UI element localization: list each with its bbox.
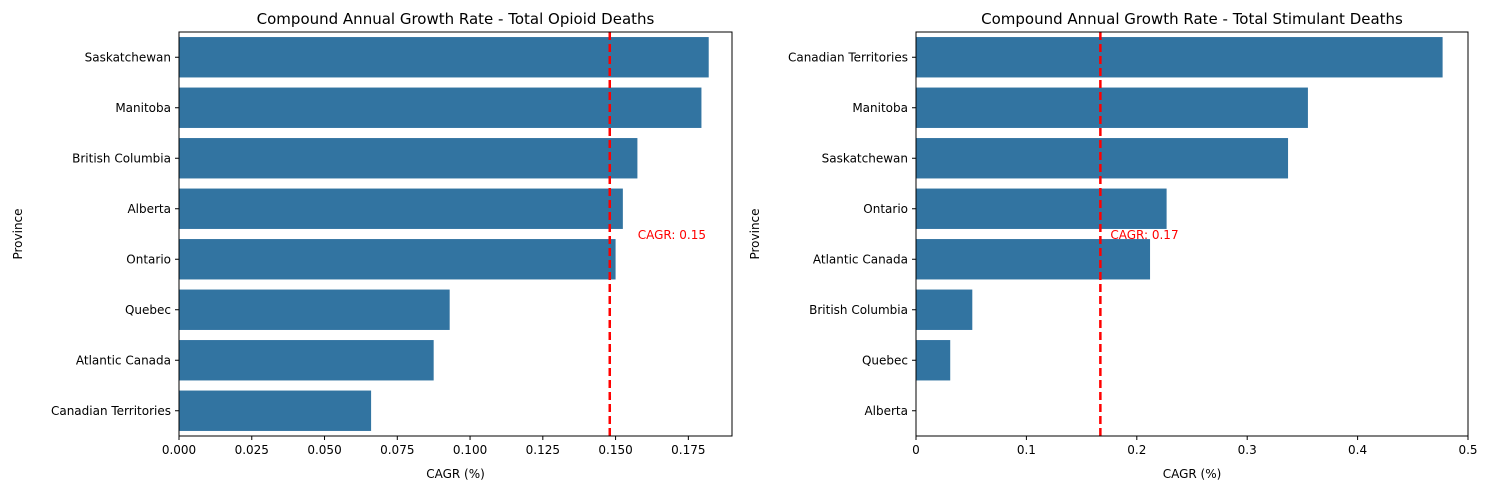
x-tick-label: 0.5	[1458, 443, 1477, 457]
x-tick-label: 0.050	[307, 443, 341, 457]
y-tick-label: Canadian Territories	[788, 50, 908, 64]
bar-ontario	[916, 188, 1167, 229]
x-tick-label: 0.150	[598, 443, 632, 457]
chart-title: Compound Annual Growth Rate - Total Opio…	[257, 10, 655, 28]
y-tick-label: Ontario	[126, 252, 171, 266]
bar-canadian-territories	[179, 390, 372, 431]
y-tick-label: Quebec	[125, 303, 171, 317]
y-tick-label: Manitoba	[852, 101, 908, 115]
y-tick-label: British Columbia	[72, 151, 171, 165]
bar-manitoba	[179, 87, 702, 128]
x-tick-label: 0.000	[162, 443, 196, 457]
x-tick-label: 0.025	[235, 443, 269, 457]
y-tick-label: Saskatchewan	[822, 151, 908, 165]
bar-alberta	[179, 188, 623, 229]
y-tick-label: Ontario	[863, 202, 908, 216]
chart-title: Compound Annual Growth Rate - Total Stim…	[981, 10, 1403, 28]
bar-atlantic-canada	[179, 340, 434, 381]
x-tick-label: 0.125	[526, 443, 560, 457]
y-tick-label: Canadian Territories	[51, 404, 171, 418]
y-tick-label: Atlantic Canada	[813, 252, 908, 266]
y-tick-label: Quebec	[862, 353, 908, 367]
reference-line-label: CAGR: 0.17	[1110, 228, 1178, 242]
bar-british-columbia	[916, 289, 973, 330]
y-axis-label: Province	[748, 208, 762, 259]
y-tick-label: Atlantic Canada	[76, 353, 171, 367]
bar-quebec	[179, 289, 450, 330]
x-tick-label: 0.2	[1127, 443, 1146, 457]
x-axis-label: CAGR (%)	[426, 467, 485, 481]
bar-british-columbia	[179, 138, 638, 179]
bar-atlantic-canada	[916, 239, 1151, 280]
x-tick-label: 0.100	[453, 443, 487, 457]
y-axis-label: Province	[11, 208, 25, 259]
bar-quebec	[916, 340, 951, 381]
y-tick-label: British Columbia	[809, 303, 908, 317]
x-axis-label: CAGR (%)	[1163, 467, 1222, 481]
x-tick-label: 0.175	[671, 443, 705, 457]
bar-saskatchewan	[916, 138, 1289, 179]
axes-frame	[178, 31, 733, 437]
reference-line-label: CAGR: 0.15	[638, 228, 706, 242]
x-tick-label: 0.3	[1238, 443, 1257, 457]
y-tick-label: Saskatchewan	[85, 50, 171, 64]
bar-saskatchewan	[179, 37, 709, 78]
axes-frame	[915, 31, 1469, 437]
y-tick-label: Alberta	[127, 202, 171, 216]
bar-canadian-territories	[916, 37, 1443, 78]
bar-ontario	[179, 239, 616, 280]
x-tick-label: 0.075	[380, 443, 414, 457]
bar-manitoba	[916, 87, 1308, 128]
x-tick-label: 0.4	[1348, 443, 1367, 457]
x-tick-label: 0	[912, 443, 920, 457]
y-tick-label: Alberta	[864, 404, 908, 418]
x-tick-label: 0.1	[1017, 443, 1036, 457]
y-tick-label: Manitoba	[115, 101, 171, 115]
